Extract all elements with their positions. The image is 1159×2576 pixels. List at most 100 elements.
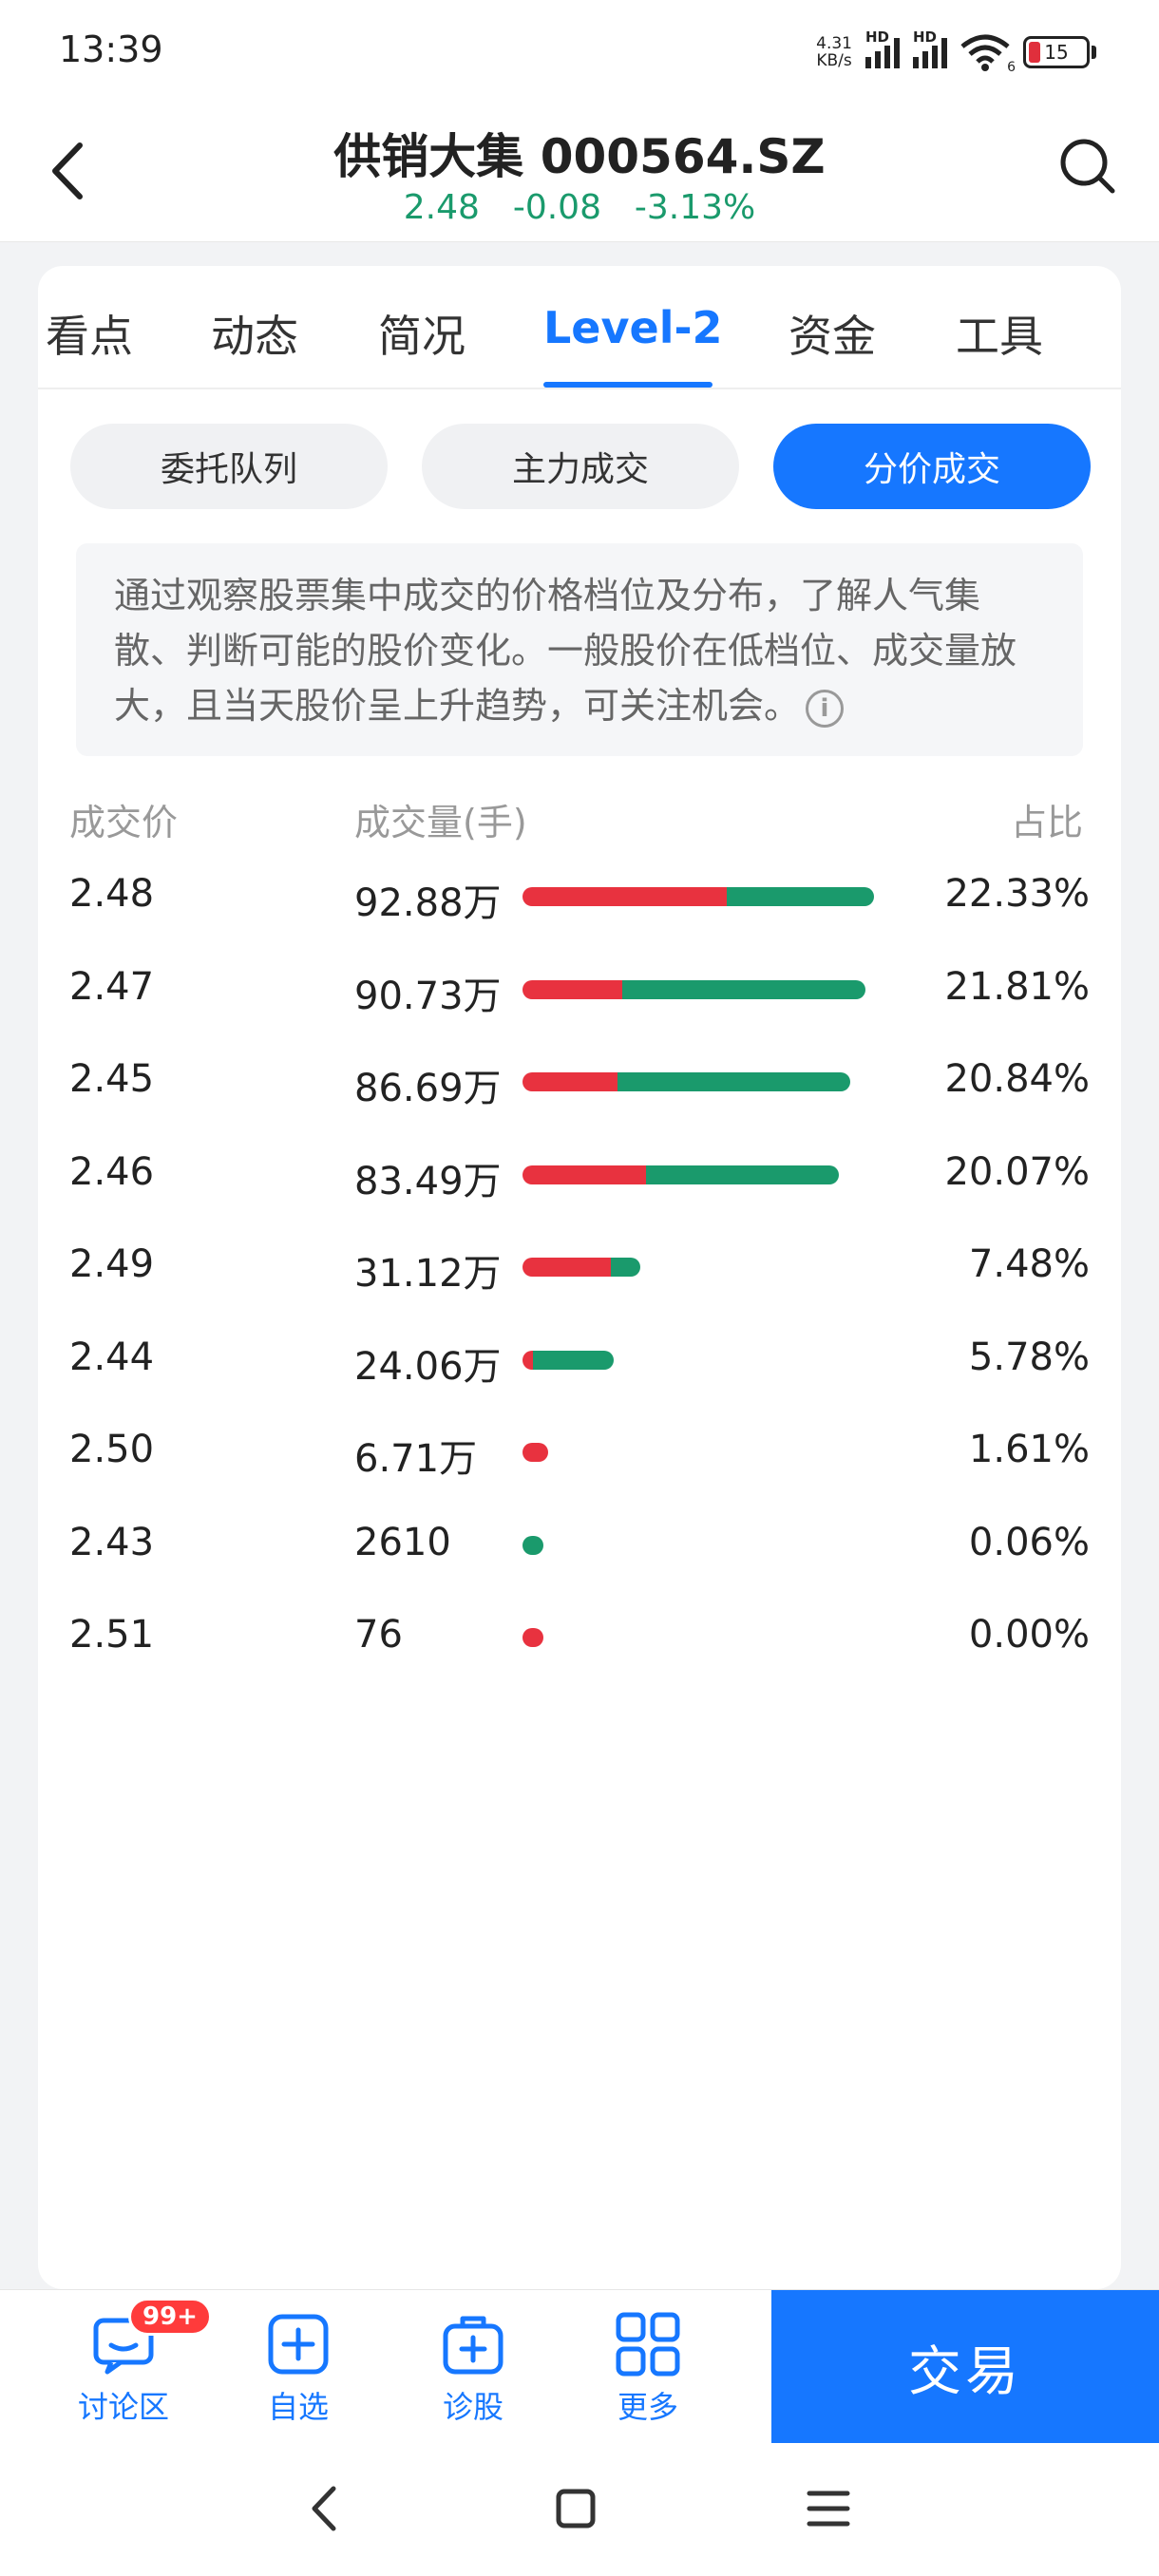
tab-indicator [543, 382, 712, 388]
trade-price: 2.46 [69, 1149, 155, 1194]
table-row: 2.50 6.71万 1.61% [38, 1401, 1121, 1494]
nav-more[interactable]: 更多 [581, 2290, 714, 2444]
trade-ratio: 7.48% [968, 1242, 1090, 1286]
trade-button[interactable]: 交易 [771, 2290, 1159, 2444]
volume-bar [522, 1535, 543, 1555]
trade-volume: 90.73万 [354, 974, 502, 1018]
nav-watchlist[interactable]: 自选 [232, 2290, 365, 2444]
volume-bar-buy [522, 1628, 543, 1647]
nav-diagnose[interactable]: 诊股 [407, 2290, 540, 2444]
table-row: 2.51 76 0.00% [38, 1586, 1121, 1679]
header-ratio: 占比 [1010, 802, 1083, 843]
tab-level2[interactable]: Level-2 [543, 302, 723, 353]
table-row: 2.47 90.73万 21.81% [38, 938, 1121, 1032]
nav-discussion[interactable]: 99+ 讨论区 [57, 2290, 212, 2444]
system-home-icon [556, 2489, 596, 2529]
volume-bar-sell [522, 1535, 543, 1555]
volume-bar [522, 1350, 614, 1370]
trade-ratio: 20.84% [944, 1057, 1090, 1101]
trade-ratio: 21.81% [944, 964, 1090, 1009]
trade-volume: 6.71万 [354, 1437, 478, 1481]
table-row: 2.44 24.06万 5.78% [38, 1309, 1121, 1402]
trade-price: 2.50 [69, 1428, 155, 1471]
signal-icon: HD [865, 28, 900, 68]
volume-bar [522, 1628, 543, 1647]
trade-ratio: 5.78% [968, 1335, 1090, 1379]
volume-bar [522, 1258, 640, 1277]
volume-bar-sell [726, 887, 874, 906]
trade-ratio: 20.07% [944, 1149, 1090, 1194]
header-price: 成交价 [69, 802, 179, 843]
segment-main-trades[interactable]: 主力成交 [422, 424, 739, 509]
volume-bar-buy [522, 1165, 646, 1184]
chat-icon [93, 2318, 154, 2375]
net-speed: 4.31 KB/s [816, 34, 852, 70]
volume-bar-sell [610, 1258, 640, 1277]
back-button[interactable] [38, 138, 95, 204]
trade-price: 2.44 [69, 1335, 155, 1379]
tab-profile[interactable]: 简况 [378, 311, 466, 362]
table-row: 2.46 83.49万 20.07% [38, 1124, 1121, 1217]
info-icon[interactable]: i [806, 689, 845, 728]
header-volume: 成交量(手) [354, 802, 527, 843]
volume-bar [522, 1443, 548, 1462]
trade-price: 2.47 [69, 964, 155, 1009]
table-row: 2.49 31.12万 7.48% [38, 1216, 1121, 1309]
volume-bar [522, 1165, 839, 1184]
status-time: 13:39 [59, 28, 163, 70]
volume-bar-buy [522, 887, 727, 906]
grid-more-icon [616, 2312, 680, 2377]
trade-ratio: 22.33% [944, 872, 1090, 916]
system-back-icon [312, 2486, 336, 2531]
add-watchlist-icon [268, 2314, 329, 2375]
signal-icon-2: HD [913, 28, 947, 68]
description-box: 通过观察股票集中成交的价格档位及分布，了解人气集散、判断可能的股价变化。一般股价… [76, 543, 1083, 756]
description-text: 通过观察股票集中成交的价格档位及分布，了解人气集散、判断可能的股价变化。一般股价… [114, 575, 1017, 727]
system-menu-button[interactable] [790, 2475, 866, 2542]
volume-bar-sell [645, 1165, 839, 1184]
trade-volume: 24.06万 [354, 1344, 502, 1389]
level2-card: 看点 动态 简况 Level-2 资金 工具 委托队列 主力成交 分价成交 通过… [38, 266, 1121, 2289]
nav-label: 诊股 [442, 2389, 504, 2425]
tab-tools[interactable]: 工具 [956, 311, 1043, 362]
table-row: 2.43 2610 0.06% [38, 1494, 1121, 1587]
volume-bar [522, 1072, 851, 1091]
discussion-badge: 99+ [128, 2298, 212, 2336]
trade-volume: 76 [354, 1613, 403, 1657]
stock-quote: 2.48 -0.08 -3.13% [403, 188, 756, 227]
volume-bar-buy [522, 1350, 534, 1370]
system-home-button[interactable] [538, 2475, 614, 2542]
bottom-bar: 99+ 讨论区 自选 诊股 更多 [0, 2289, 1159, 2444]
volume-bar-buy [522, 979, 622, 999]
nav-label: 更多 [617, 2389, 678, 2425]
trade-ratio: 0.06% [968, 1520, 1090, 1564]
battery-icon: 15 [1023, 36, 1096, 68]
volume-bar-sell [618, 1072, 851, 1091]
nav-label: 自选 [267, 2389, 329, 2425]
trade-volume: 92.88万 [354, 881, 502, 925]
system-nav-bar [0, 2443, 1159, 2576]
trade-ratio: 1.61% [968, 1428, 1090, 1471]
trade-price: 2.49 [69, 1242, 155, 1286]
nav-label: 讨论区 [77, 2389, 169, 2425]
tab-highlights[interactable]: 看点 [46, 311, 133, 362]
volume-bar-sell [533, 1350, 614, 1370]
status-icons: 4.31 KB/s HD HD 6 15 [816, 28, 1096, 76]
volume-bar-buy [522, 1258, 611, 1277]
status-bar: 13:39 4.31 KB/s HD HD 6 [0, 0, 1159, 104]
tab-news[interactable]: 动态 [211, 311, 298, 362]
volume-bar [522, 979, 866, 999]
trade-price: 2.45 [69, 1057, 155, 1101]
volume-bar [522, 887, 874, 906]
search-button[interactable] [1054, 133, 1121, 199]
segment-price-trades[interactable]: 分价成交 [773, 424, 1091, 509]
trade-price: 2.43 [69, 1520, 155, 1564]
segment-order-queue[interactable]: 委托队列 [70, 424, 388, 509]
system-back-button[interactable] [285, 2475, 361, 2542]
chevron-left-icon [52, 142, 83, 199]
volume-bar-buy [522, 1072, 618, 1091]
volume-bar-sell [621, 979, 866, 999]
tab-funds[interactable]: 资金 [788, 311, 876, 362]
diagnose-icon [443, 2316, 504, 2375]
